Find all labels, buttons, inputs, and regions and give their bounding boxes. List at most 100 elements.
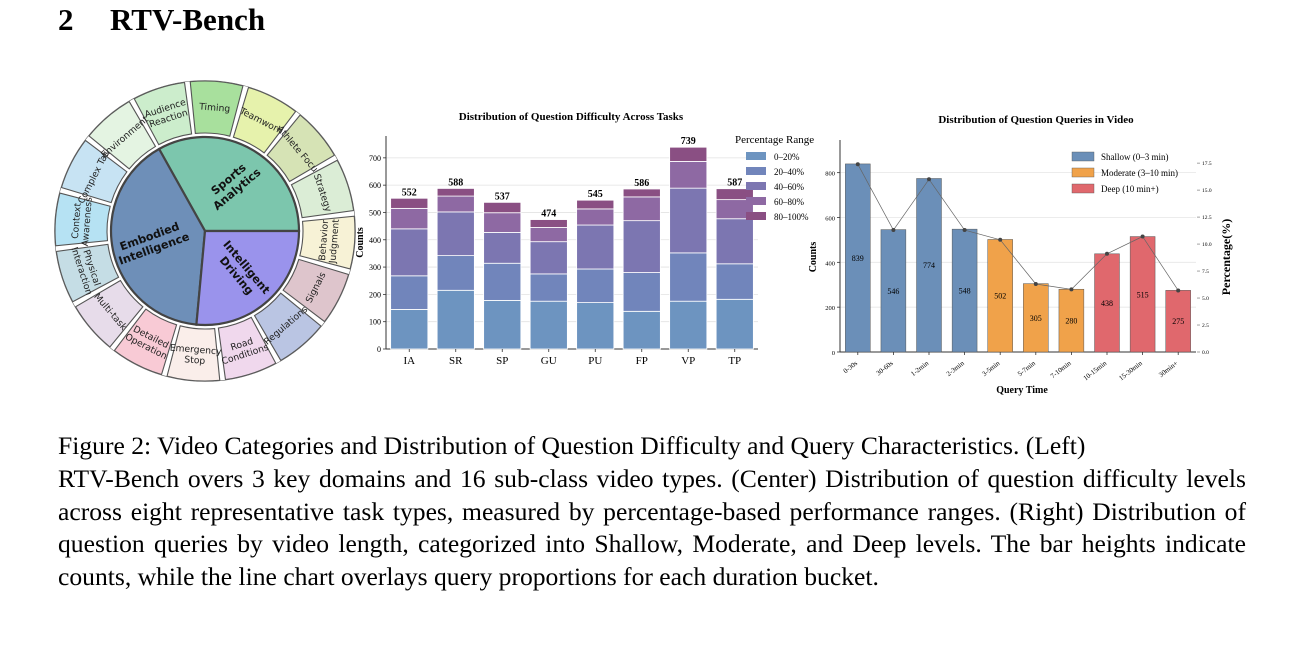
bar-total-label: 474 [541,209,556,220]
y-right-tick-label: 10.0 [1202,242,1212,248]
sunburst-domain-intelligent-driving [195,229,301,327]
legend-label: Moderate (3–10 min) [1101,168,1178,178]
y-right-tick-label: 15.0 [1202,188,1212,194]
sunburst-subclass-physical-interaction [55,243,120,303]
x-tick-label: VP [681,355,695,367]
bar-segment [622,310,661,350]
bar-segment [669,160,708,189]
percentage-point [998,237,1003,242]
x-tick-label: 7-10min [1049,359,1073,380]
percentage-point [1176,288,1181,293]
y-right-tick-label: 0.0 [1202,350,1209,356]
caption-line-1: Figure 2: Video Categories and Distribut… [58,431,1086,460]
y-right-tick-label: 7.5 [1202,269,1209,275]
y-axis-label: Counts [355,227,366,258]
bar-segment [483,231,522,264]
y-tick-label: 600 [825,215,835,222]
percentage-point [855,162,860,167]
bar-segment [576,302,615,350]
x-tick-label: GU [541,355,557,367]
sunburst-subclass-multi-task [74,279,144,348]
y-tick-label: 700 [369,154,381,163]
legend-swatch [746,212,766,220]
bar-segment [390,309,429,350]
bar-segment [529,227,568,243]
bar-segment [529,273,568,302]
bar-segment [622,196,661,222]
x-tick-label: SR [449,355,463,367]
bar-segment [436,255,475,291]
bar-value-label: 546 [887,287,899,296]
bar-segment [622,220,661,273]
bar-total-label: 587 [727,178,742,189]
sunburst-subclass-audience-reaction [133,81,193,146]
sunburst-subclass-label: Timing [198,101,231,114]
bar-segment [576,268,615,303]
bar-segment [715,218,754,265]
section-heading: 2 RTV-Bench [58,0,265,40]
x-tick-label: 5-7min [1016,359,1037,378]
bar [1023,283,1049,353]
legend-label: 40–60% [774,182,805,192]
x-tick-label: 30-60s [875,359,895,377]
bar [1094,253,1120,353]
legend-label: 80–100% [774,212,809,222]
bar-total-label: 552 [402,187,417,198]
bar-segment [436,211,475,257]
percentage-line [857,164,1179,291]
bar-segment [622,188,661,198]
x-tick-label: IA [403,355,415,367]
y-tick-label: 100 [369,318,381,327]
legend-swatch [1071,151,1095,162]
bar-segment [669,146,708,162]
percentage-point [1033,282,1038,286]
y-tick-label: 400 [369,236,381,245]
percentage-point [891,228,896,233]
y-tick-label: 0 [832,350,835,357]
bar-value-label: 774 [923,261,935,270]
percentage-point [1140,234,1145,239]
sunburst-subclass-context-awareness [54,192,111,247]
legend-label: 60–80% [774,197,805,207]
bar-segment [390,207,429,230]
sunburst-subclass-complex-task [60,139,128,204]
bar-segment [529,241,568,275]
bar-segment [529,219,568,228]
y-right-tick-label: 17.5 [1202,161,1212,167]
sunburst-subclass-label: EmergencyStop [169,343,223,369]
y-tick-label: 300 [369,263,381,272]
sunburst-subclass-regulations [253,292,322,362]
bar-segment [390,197,429,209]
bar-segment [483,201,522,214]
sunburst-subclass-teamwork [232,86,297,154]
sunburst-subclass-timing [189,80,244,137]
x-tick-label: 15-30min [1117,359,1144,382]
legend-swatch [746,197,766,205]
sunburst-subclass-strategy [290,159,355,219]
bar-segment [483,212,522,233]
bar-value-label: 548 [959,287,971,296]
y-tick-label: 400 [825,260,835,267]
x-tick-label: 30min+ [1157,359,1179,379]
x-tick-label: 3-5min [981,359,1002,378]
caption-body: RTV-Bench overs 3 key domains and 16 sub… [58,463,1246,592]
sunburst-outline [54,80,356,382]
bar-total-label: 537 [495,191,510,202]
bar-segment [669,187,708,254]
bar-segment [669,300,708,350]
bar-segment [436,195,475,213]
y-tick-label: 500 [369,208,381,217]
percentage-point [1105,251,1109,256]
bar-value-label: 305 [1030,314,1042,323]
bar [1165,290,1191,353]
bar [1058,288,1085,353]
y-right-tick-label: 2.5 [1202,323,1209,329]
chart-title: Distribution of Question Queries in Vide… [938,114,1134,126]
percentage-point [1069,287,1074,292]
legend-title: Percentage Range [735,134,814,146]
x-tick-label: PU [588,355,602,367]
bar-segment [715,188,754,201]
x-tick-label: 2-3min [945,359,966,378]
bar-value-label: 280 [1065,317,1077,326]
